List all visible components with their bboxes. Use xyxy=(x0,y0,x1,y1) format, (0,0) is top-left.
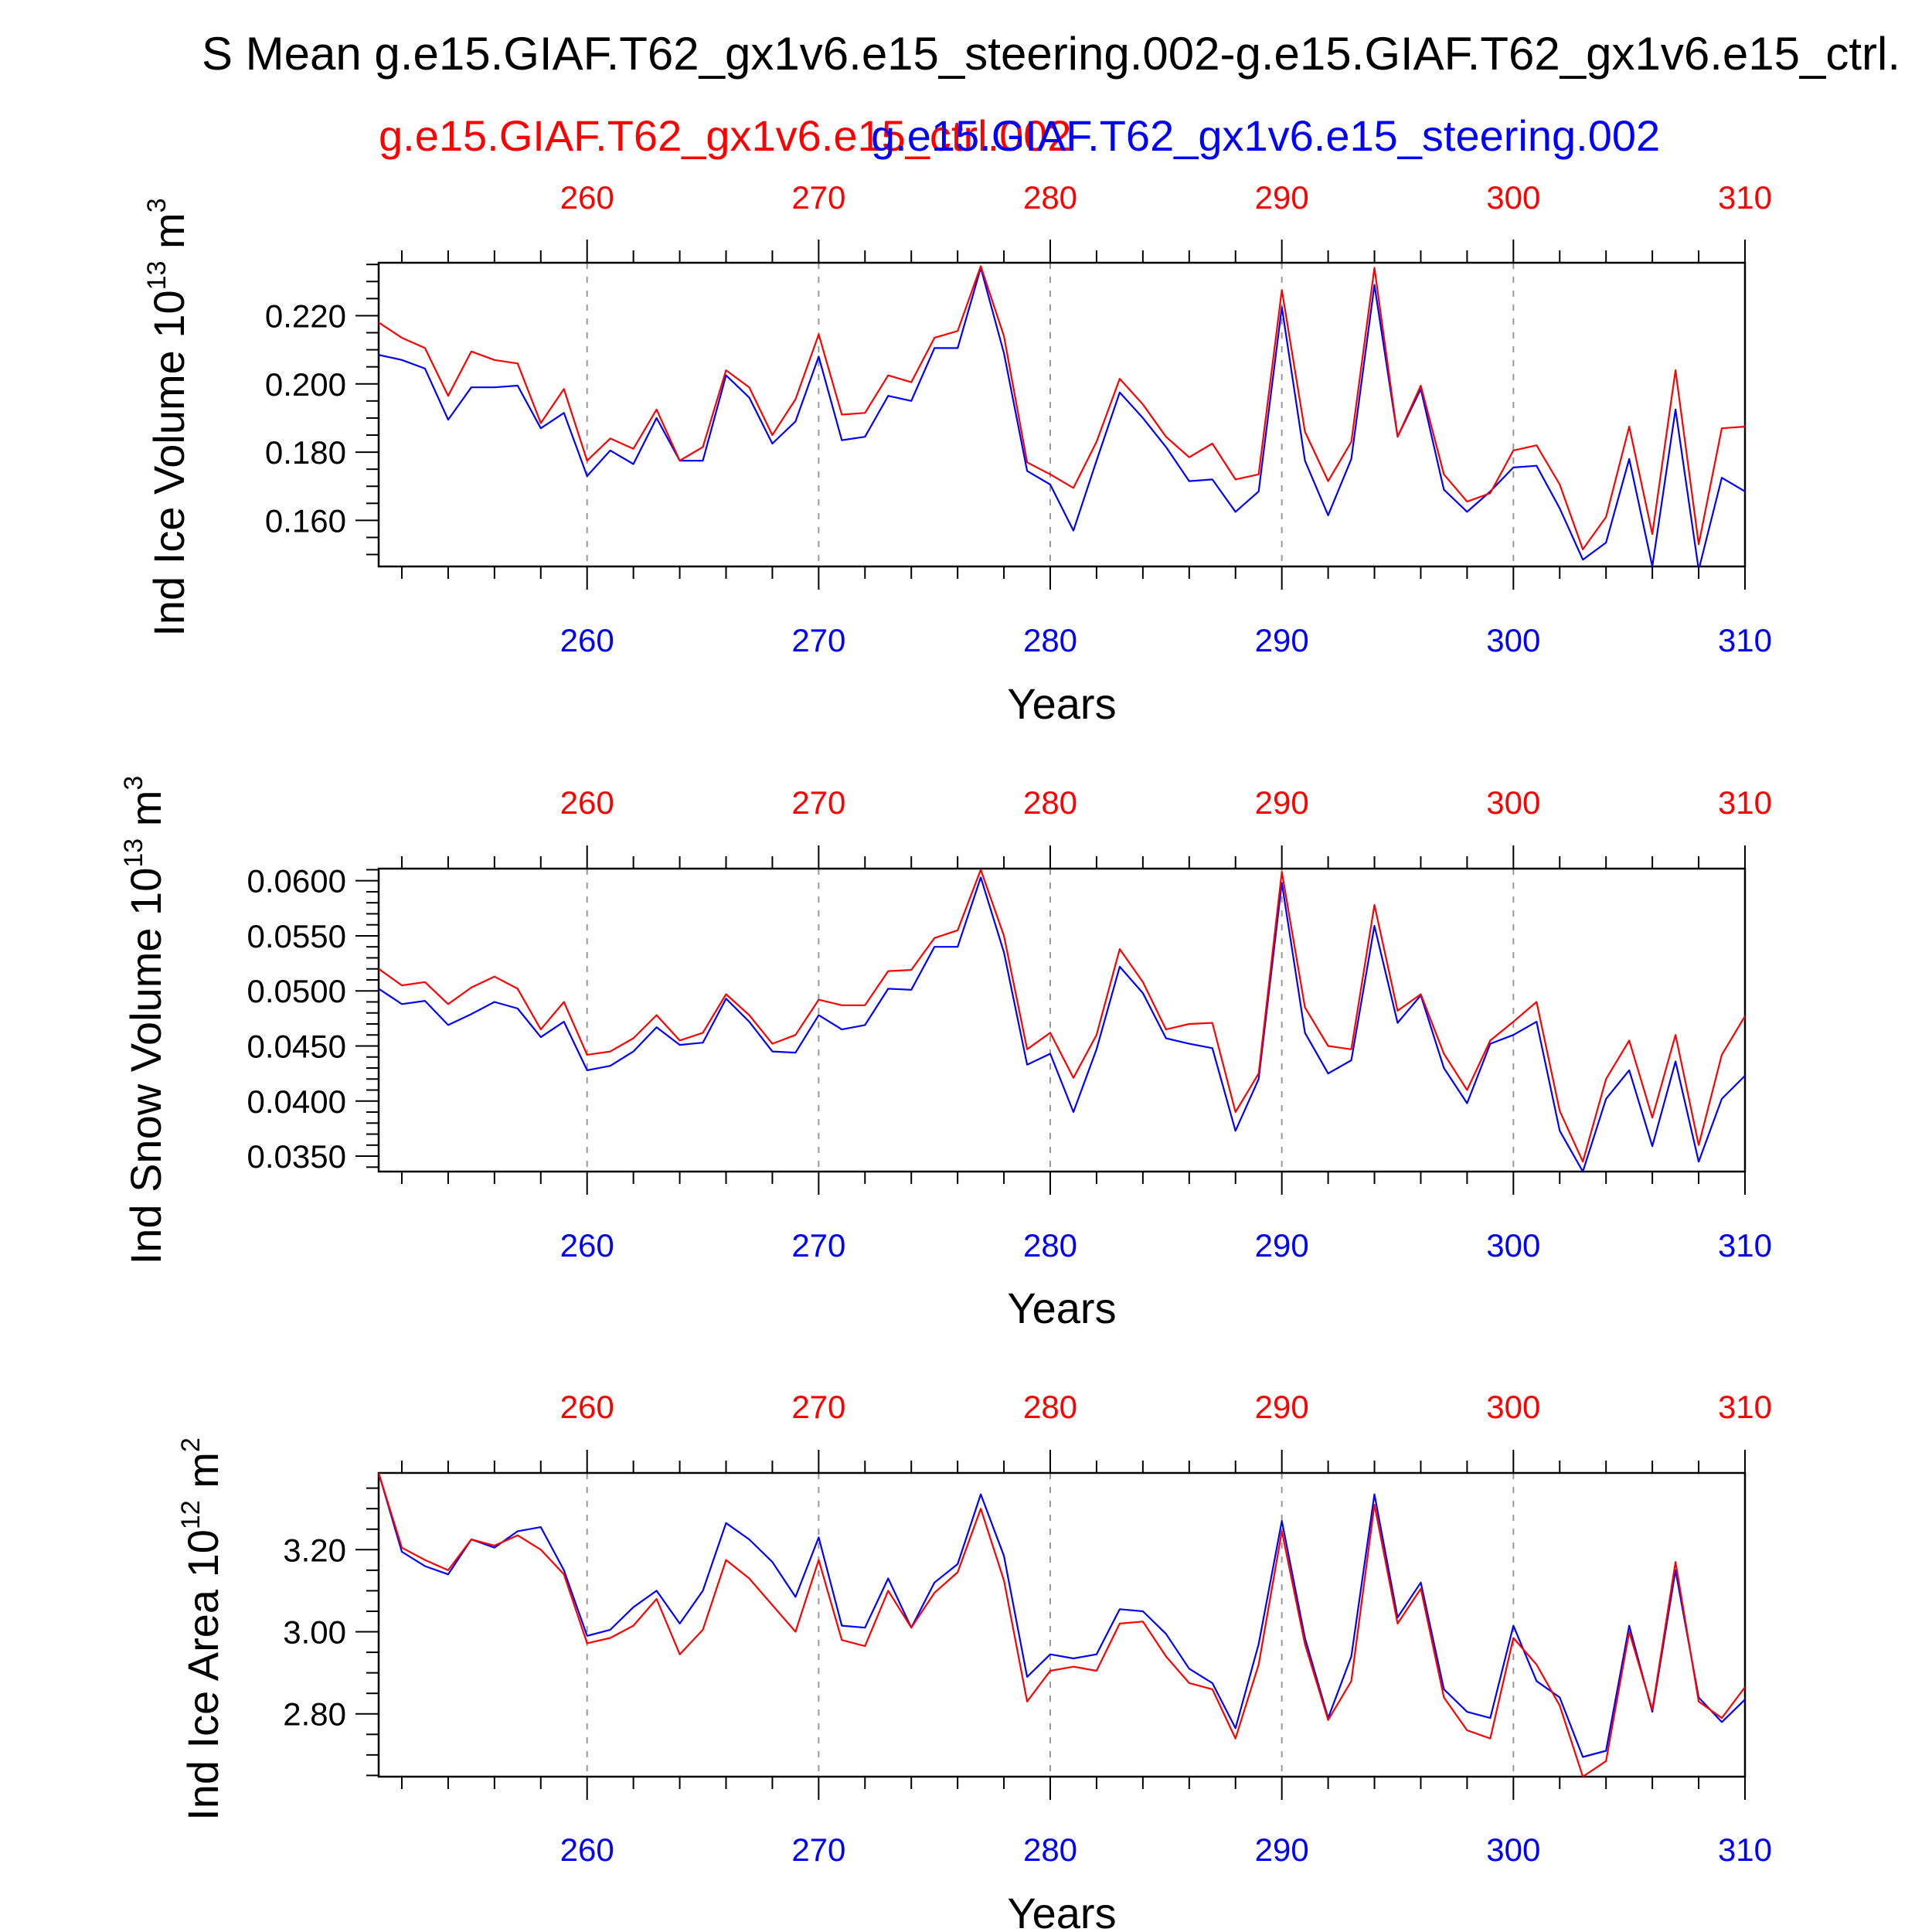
plot-frame xyxy=(377,261,1747,568)
x-bottom-tick-label: 290 xyxy=(1255,1227,1309,1264)
x-top-tick-label: 290 xyxy=(1255,179,1309,216)
x-bottom-tick-label: 280 xyxy=(1023,1832,1077,1868)
x-top-tick-label: 300 xyxy=(1486,179,1540,216)
x-top-tick-label: 290 xyxy=(1255,1389,1309,1425)
x-axis-title: Years xyxy=(1007,679,1116,728)
y-tick-label: 0.160 xyxy=(265,502,346,539)
x-top-tick-label: 270 xyxy=(791,179,845,216)
y-tick-label: 0.180 xyxy=(265,434,346,471)
x-top-tick-label: 280 xyxy=(1023,179,1077,216)
x-axis-title: Years xyxy=(1007,1889,1116,1932)
series-line-ctrl xyxy=(379,869,1745,1163)
series-line-ctrl xyxy=(379,265,1745,551)
panel-2: 0.0350 0.0400 0.0450 0.0500 0.0550 0.0600 260 2… xyxy=(119,776,1772,1332)
y-axis-title: Ind Ice Volume 1013 m3 xyxy=(142,198,193,636)
x-bottom-tick-label: 300 xyxy=(1486,622,1540,658)
x-top-tick-label: 300 xyxy=(1486,1389,1540,1425)
y-tick-label: 2.80 xyxy=(283,1696,346,1733)
panel-3: 2.80 3.00 3.20 260 270 280 290 300 310 260 270 280 2… xyxy=(176,1389,1772,1932)
x-bottom-tick-label: 300 xyxy=(1486,1832,1540,1868)
y-tick-label: 0.0400 xyxy=(247,1083,346,1120)
x-top-tick-label: 270 xyxy=(791,784,845,821)
x-bottom-tick-label: 260 xyxy=(560,1832,614,1868)
series-line-steering xyxy=(379,876,1745,1172)
y-axis-title: Ind Ice Area 1012 m2 xyxy=(176,1437,227,1821)
legend-ctrl-label: g.e15.GIAF.T62_gx1v6.e15_ctrl.002 xyxy=(379,111,1072,160)
y-axis-title: Ind Snow Volume 1013 m3 xyxy=(119,776,170,1265)
y-tick-label: 0.200 xyxy=(265,366,346,403)
series-line-steering xyxy=(379,267,1745,566)
legend-steering-label: g.e15.GIAF.T62_gx1v6.e15_steering.002 xyxy=(871,111,1660,160)
x-bottom-tick-label: 270 xyxy=(791,1832,845,1868)
x-top-tick-label: 260 xyxy=(560,784,614,821)
x-bottom-tick-label: 290 xyxy=(1255,622,1309,658)
x-bottom-tick-label: 280 xyxy=(1023,622,1077,658)
x-top-tick-label: 310 xyxy=(1718,1389,1772,1425)
plot-frame xyxy=(377,867,1747,1173)
x-top-tick-label: 290 xyxy=(1255,784,1309,821)
x-bottom-tick-label: 270 xyxy=(791,622,845,658)
y-tick-label: 0.0550 xyxy=(247,918,346,954)
y-tick-label: 3.20 xyxy=(283,1532,346,1568)
series-line-steering xyxy=(379,1473,1745,1758)
panel-1: 0.160 0.180 0.200 0.220 260 270 280 290 300 310 26… xyxy=(142,179,1772,728)
y-tick-label: 0.0450 xyxy=(247,1028,346,1064)
x-bottom-tick-label: 300 xyxy=(1486,1227,1540,1264)
y-tick-label: 3.00 xyxy=(283,1614,346,1651)
x-top-tick-label: 280 xyxy=(1023,1389,1077,1425)
x-bottom-tick-label: 310 xyxy=(1718,1227,1772,1264)
x-bottom-tick-label: 290 xyxy=(1255,1832,1309,1868)
x-top-tick-label: 260 xyxy=(560,179,614,216)
x-bottom-tick-label: 310 xyxy=(1718,1832,1772,1868)
y-tick-label: 0.0350 xyxy=(247,1138,346,1175)
x-bottom-tick-label: 260 xyxy=(560,622,614,658)
x-bottom-tick-label: 280 xyxy=(1023,1227,1077,1264)
y-tick-label: 0.0600 xyxy=(247,863,346,900)
x-top-tick-label: 270 xyxy=(791,1389,845,1425)
x-bottom-tick-label: 260 xyxy=(560,1227,614,1264)
x-bottom-tick-label: 270 xyxy=(791,1227,845,1264)
x-top-tick-label: 310 xyxy=(1718,784,1772,821)
y-tick-label: 0.0500 xyxy=(247,973,346,1009)
series-line-ctrl xyxy=(379,1473,1745,1777)
x-top-tick-label: 300 xyxy=(1486,784,1540,821)
x-axis-title: Years xyxy=(1007,1284,1116,1332)
chart-title: S Mean g.e15.GIAF.T62_gx1v6.e15_steering… xyxy=(202,28,1900,80)
x-top-tick-label: 260 xyxy=(560,1389,614,1425)
y-tick-label: 0.220 xyxy=(265,298,346,334)
plot-frame xyxy=(377,1471,1747,1778)
x-bottom-tick-label: 310 xyxy=(1718,622,1772,658)
x-top-tick-label: 280 xyxy=(1023,784,1077,821)
x-top-tick-label: 310 xyxy=(1718,179,1772,216)
